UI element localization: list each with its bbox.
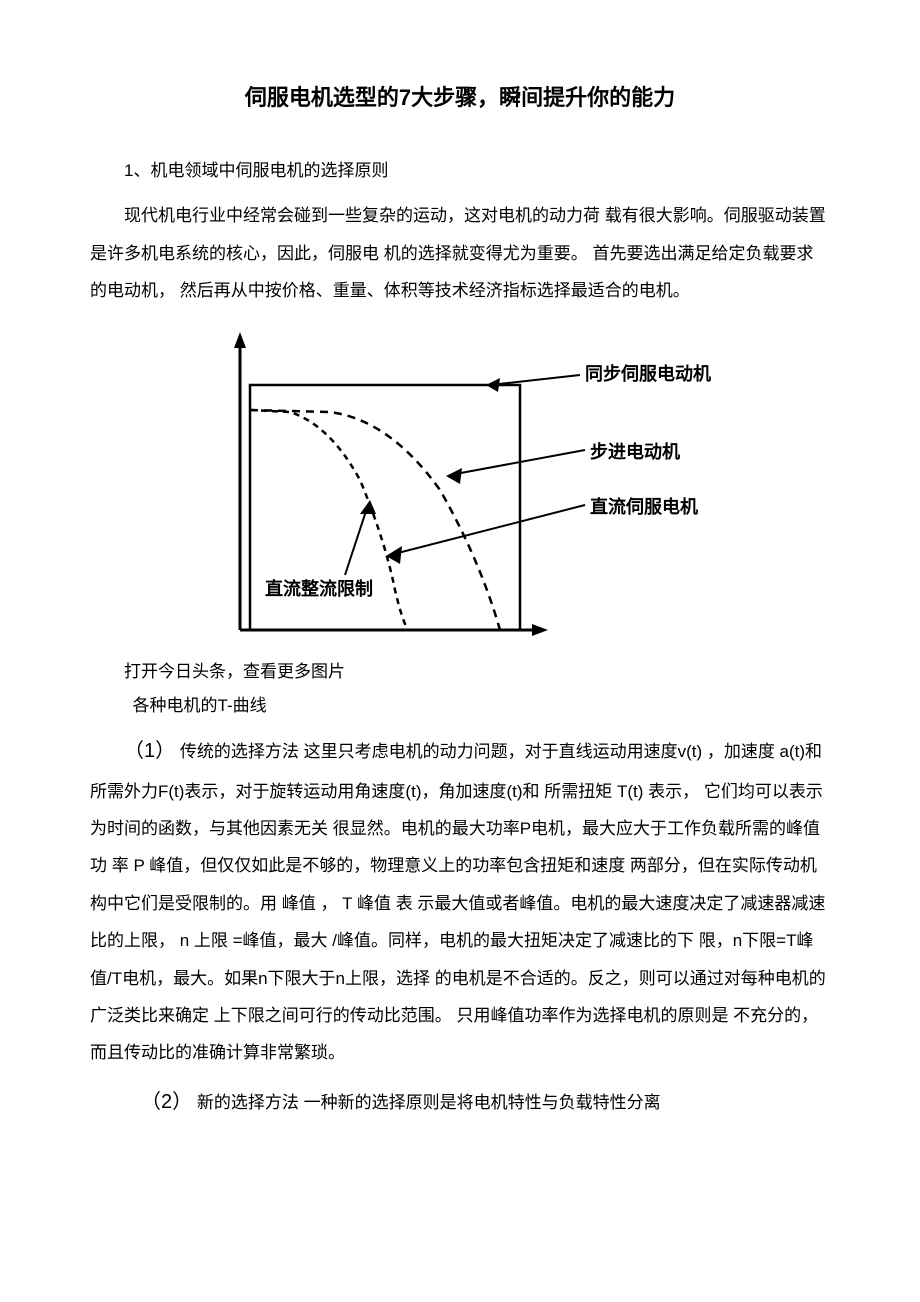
t-curve-diagram: 同步伺服电动机步进电动机直流伺服电机直流整流限制	[190, 330, 730, 650]
section-heading-1: 1、机电领域中伺服电机的选择原则	[90, 152, 830, 189]
svg-text:直流伺服电机: 直流伺服电机	[590, 496, 698, 517]
list-item-1: （1） 传统的选择方法 这里只考虑电机的动力问题，对于直线运动用速度v(t) ，…	[90, 729, 830, 1072]
svg-text:同步伺服电动机: 同步伺服电动机	[585, 363, 711, 384]
diagram-source-caption: 打开今日头条，查看更多图片	[124, 655, 830, 689]
page-title: 伺服电机选型的7大步骤，瞬间提升你的能力	[90, 80, 830, 112]
svg-text:步进电动机: 步进电动机	[590, 441, 680, 462]
list-text-2: 新的选择方法 一种新的选择原则是将电机特性与负载特性分离	[192, 1093, 660, 1112]
svg-text:直流整流限制: 直流整流限制	[265, 578, 373, 599]
list-text-1: 传统的选择方法 这里只考虑电机的动力问题，对于直线运动用速度v(t) ，加速度 …	[90, 742, 826, 1063]
list-number-1: （1）	[124, 740, 175, 762]
list-number-2: （2）	[141, 1091, 192, 1113]
list-item-2: （2） 新的选择方法 一种新的选择原则是将电机特性与负载特性分离	[90, 1080, 830, 1124]
diagram-caption: 各种电机的T-曲线	[133, 689, 831, 723]
paragraph-1: 现代机电行业中经常会碰到一些复杂的运动，这对电机的动力荷 载有很大影响。伺服驱动…	[90, 197, 830, 309]
